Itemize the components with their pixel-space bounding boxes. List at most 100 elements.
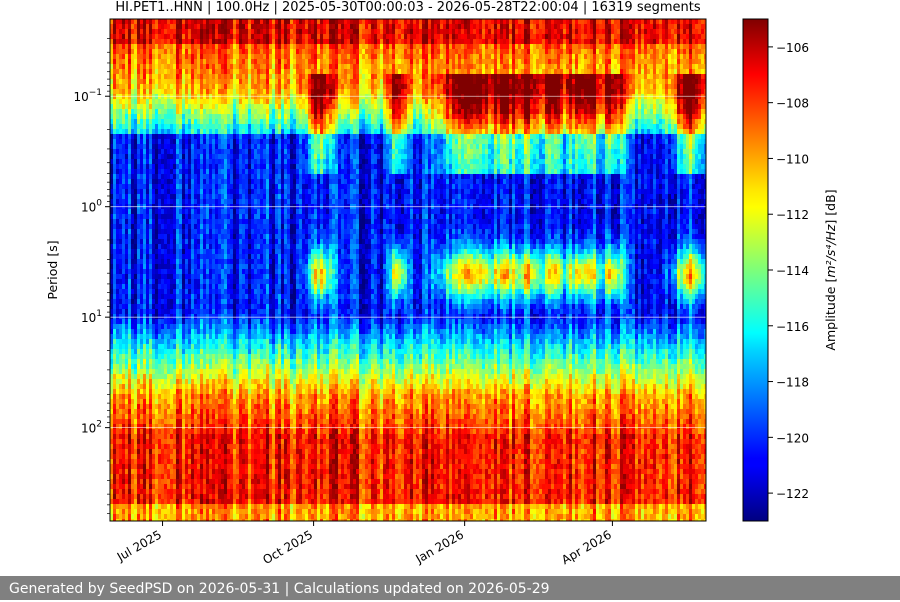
heatmap-cell xyxy=(152,239,155,244)
heatmap-cell xyxy=(143,104,146,109)
heatmap-cell xyxy=(122,474,125,479)
heatmap-cell xyxy=(236,139,239,144)
heatmap-cell xyxy=(116,384,119,389)
heatmap-cell xyxy=(197,129,200,134)
heatmap-cell xyxy=(176,339,179,344)
heatmap-cell xyxy=(149,484,152,489)
heatmap-cell xyxy=(158,164,161,169)
heatmap-cell xyxy=(170,69,173,74)
heatmap-cell xyxy=(251,149,254,154)
heatmap-cell xyxy=(119,89,122,94)
heatmap-cell xyxy=(230,189,233,194)
heatmap-cell xyxy=(128,279,131,284)
heatmap-cell xyxy=(191,64,194,69)
heatmap-cell xyxy=(137,149,140,154)
heatmap-cell xyxy=(242,239,245,244)
heatmap-cell xyxy=(251,504,254,509)
heatmap-cell xyxy=(206,159,209,164)
heatmap-cell xyxy=(230,169,233,174)
heatmap-cell xyxy=(239,249,242,254)
heatmap-cell xyxy=(143,469,146,474)
heatmap-cell xyxy=(146,514,149,519)
heatmap-cell xyxy=(248,129,251,134)
heatmap-cell xyxy=(122,19,125,24)
heatmap-cell xyxy=(176,284,179,289)
heatmap-cell xyxy=(185,54,188,59)
heatmap-cell xyxy=(125,429,128,434)
heatmap-cell xyxy=(176,304,179,309)
heatmap-cell xyxy=(143,444,146,449)
heatmap-cell xyxy=(203,234,206,239)
heatmap-cell xyxy=(245,224,248,229)
heatmap-cell xyxy=(218,519,221,524)
heatmap-cell xyxy=(242,149,245,154)
heatmap-cell xyxy=(176,344,179,349)
heatmap-cell xyxy=(215,459,218,464)
heatmap-cell xyxy=(131,64,134,69)
heatmap-cell xyxy=(251,469,254,474)
heatmap-cell xyxy=(245,149,248,154)
heatmap-cell xyxy=(119,139,122,144)
heatmap-cell xyxy=(206,99,209,104)
heatmap-cell xyxy=(206,334,209,339)
heatmap-cell xyxy=(191,194,194,199)
heatmap-cell xyxy=(110,69,113,74)
heatmap-cell xyxy=(137,274,140,279)
heatmap-cell xyxy=(110,299,113,304)
heatmap-cell xyxy=(170,494,173,499)
heatmap-cell xyxy=(194,339,197,344)
heatmap-cell xyxy=(251,159,254,164)
heatmap-cell xyxy=(218,409,221,414)
heatmap-cell xyxy=(155,229,158,234)
heatmap-cell xyxy=(191,409,194,414)
heatmap-cell xyxy=(113,409,116,414)
heatmap-cell xyxy=(137,299,140,304)
heatmap-cell xyxy=(152,139,155,144)
heatmap-cell xyxy=(191,359,194,364)
heatmap-cell xyxy=(185,339,188,344)
heatmap-cell xyxy=(155,414,158,419)
heatmap-cell xyxy=(215,319,218,324)
heatmap-cell xyxy=(128,364,131,369)
heatmap-cell xyxy=(125,479,128,484)
heatmap-cell xyxy=(116,379,119,384)
heatmap-cell xyxy=(116,124,119,129)
heatmap-cell xyxy=(128,99,131,104)
heatmap-cell xyxy=(251,49,254,54)
heatmap-cell xyxy=(215,399,218,404)
heatmap-cell xyxy=(170,269,173,274)
heatmap-cell xyxy=(146,79,149,84)
heatmap-cell xyxy=(161,84,164,89)
heatmap-cell xyxy=(191,89,194,94)
heatmap-cell xyxy=(140,394,143,399)
heatmap-cell xyxy=(113,229,116,234)
heatmap-cell xyxy=(134,474,137,479)
heatmap-cell xyxy=(200,259,203,264)
heatmap-cell xyxy=(146,349,149,354)
heatmap-cell xyxy=(152,124,155,129)
heatmap-cell xyxy=(209,194,212,199)
heatmap-cell xyxy=(239,179,242,184)
heatmap-cell xyxy=(203,29,206,34)
heatmap-cell xyxy=(206,144,209,149)
heatmap-cell xyxy=(218,174,221,179)
heatmap-cell xyxy=(134,484,137,489)
heatmap-cell xyxy=(149,269,152,274)
heatmap-cell xyxy=(119,359,122,364)
heatmap-cell xyxy=(164,174,167,179)
heatmap-cell xyxy=(122,479,125,484)
heatmap-cell xyxy=(173,339,176,344)
heatmap-cell xyxy=(251,249,254,254)
heatmap-cell xyxy=(197,139,200,144)
heatmap-cell xyxy=(140,484,143,489)
heatmap-cell xyxy=(131,174,134,179)
heatmap-cell xyxy=(245,39,248,44)
heatmap-cell xyxy=(164,244,167,249)
heatmap-cell xyxy=(134,459,137,464)
heatmap-cell xyxy=(200,59,203,64)
heatmap-cell xyxy=(137,499,140,504)
heatmap-cell xyxy=(167,324,170,329)
heatmap-cell xyxy=(125,264,128,269)
heatmap-cell xyxy=(230,434,233,439)
heatmap-cell xyxy=(170,519,173,524)
